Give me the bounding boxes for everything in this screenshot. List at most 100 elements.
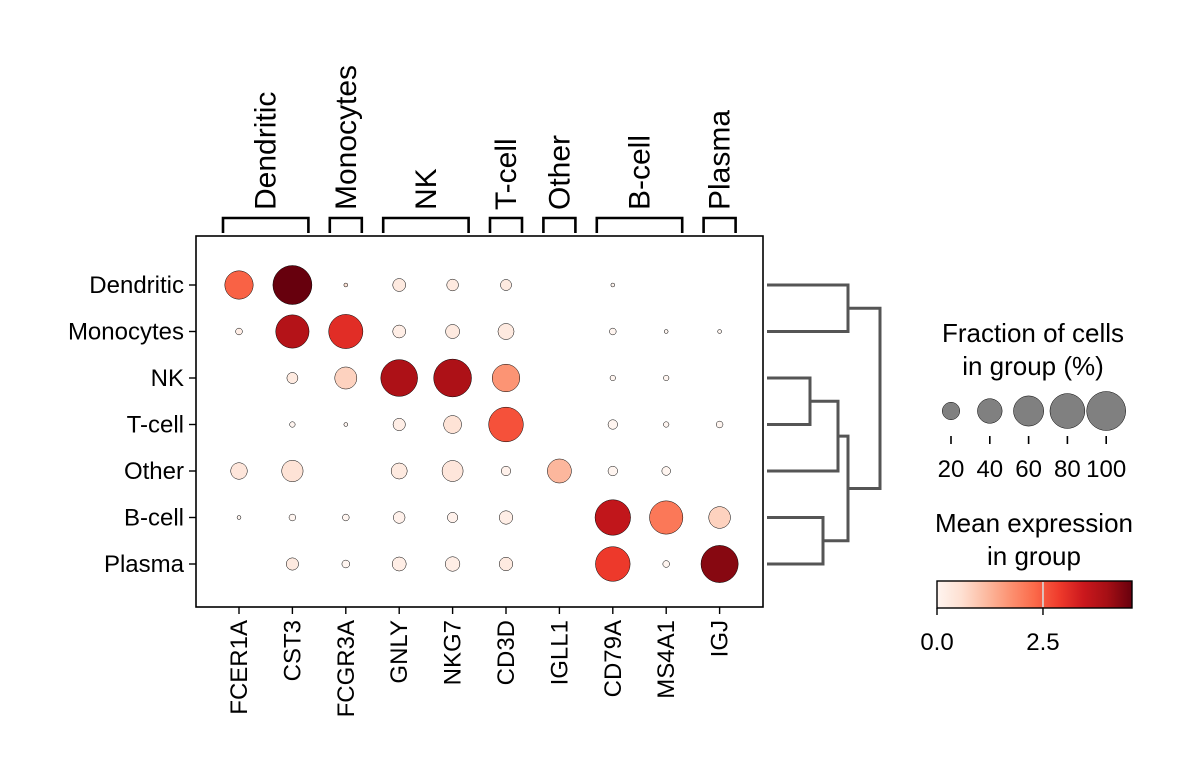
dot-Monocytes-MS4A1 bbox=[664, 329, 669, 334]
dot-Plasma-IGJ bbox=[700, 545, 739, 583]
dot-Other-CST3 bbox=[281, 460, 304, 482]
dot-B-cell-FCER1A bbox=[236, 515, 242, 520]
bracket bbox=[595, 216, 684, 233]
dot-B-cell-FCGR3A bbox=[342, 513, 350, 522]
dot-Plasma-GNLY bbox=[391, 556, 407, 572]
size-legend-title: Fraction of cells bbox=[942, 318, 1124, 348]
bracket bbox=[328, 216, 364, 233]
bracket bbox=[381, 216, 470, 233]
size-legend-title: in group (%) bbox=[962, 351, 1104, 381]
dot-Plasma-CD79A bbox=[595, 546, 631, 582]
dot-Other-FCER1A bbox=[230, 462, 248, 480]
dot-Plasma-CD3D bbox=[498, 556, 514, 572]
dot-Dendritic-FCGR3A bbox=[343, 282, 348, 288]
dot-T-cell-CST3 bbox=[289, 421, 296, 428]
dot-B-cell-NKG7 bbox=[447, 512, 459, 523]
dot-Dendritic-FCER1A bbox=[224, 270, 254, 300]
dot-T-cell-NKG7 bbox=[443, 415, 462, 434]
size-legend-dot bbox=[1013, 395, 1044, 427]
color-legend-title: Mean expression bbox=[935, 508, 1133, 538]
x-tick-label: FCER1A bbox=[226, 620, 253, 715]
dot-NK-CD3D bbox=[491, 363, 521, 393]
colorbar bbox=[936, 580, 1133, 609]
dot-Plasma-MS4A1 bbox=[662, 560, 670, 568]
x-tick-label: IGLL1 bbox=[546, 620, 573, 685]
size-legend-dot bbox=[942, 402, 960, 420]
x-tick-label: MS4A1 bbox=[653, 620, 680, 699]
bracket-label: Dendritic bbox=[250, 92, 283, 210]
dot-Monocytes-FCGR3A bbox=[328, 314, 364, 349]
x-tick-label: CD3D bbox=[493, 620, 520, 685]
color-legend-title: in group bbox=[987, 541, 1081, 571]
dot-NK-CST3 bbox=[286, 372, 299, 384]
y-tick-label: B-cell bbox=[124, 505, 184, 532]
dendrogram-link bbox=[767, 516, 825, 566]
dot-T-cell-GNLY bbox=[392, 418, 406, 431]
dot-Monocytes-IGJ bbox=[717, 329, 722, 334]
y-tick-label: Monocytes bbox=[68, 319, 184, 346]
bracket-label: Plasma bbox=[704, 110, 737, 210]
y-tick-label: Other bbox=[124, 458, 184, 485]
dot-B-cell-CST3 bbox=[288, 513, 297, 522]
dot-T-cell-MS4A1 bbox=[663, 421, 670, 428]
dot-B-cell-CD79A bbox=[594, 499, 631, 536]
dot-Other-IGLL1 bbox=[547, 458, 572, 484]
plot-frame bbox=[195, 235, 764, 608]
dot-Dendritic-GNLY bbox=[392, 278, 406, 292]
dot-T-cell-CD3D bbox=[488, 406, 524, 443]
dendrogram-link bbox=[823, 434, 850, 543]
dendrogram-link bbox=[767, 376, 812, 426]
dot-Monocytes-CD3D bbox=[497, 323, 515, 340]
dot-B-cell-MS4A1 bbox=[649, 500, 684, 535]
bracket bbox=[488, 216, 524, 233]
dot-Other-CD79A bbox=[607, 465, 618, 477]
x-tick-label: NKG7 bbox=[440, 620, 467, 685]
dot-Other-NKG7 bbox=[441, 460, 464, 482]
y-tick-label: T-cell bbox=[127, 412, 184, 439]
size-legend-label: 20 bbox=[938, 456, 965, 483]
bracket-label: NK bbox=[410, 168, 443, 210]
dot-Plasma-FCGR3A bbox=[341, 559, 350, 569]
dot-B-cell-CD3D bbox=[498, 510, 514, 525]
size-legend-dot bbox=[1086, 391, 1126, 431]
dot-Dendritic-CD79A bbox=[610, 282, 615, 288]
colorbar-tick-label: 2.5 bbox=[1026, 629, 1059, 656]
dot-Dendritic-CD3D bbox=[500, 279, 512, 291]
dot-Monocytes-GNLY bbox=[392, 324, 406, 339]
colorbar-tick-label: 0.0 bbox=[920, 629, 953, 656]
size-legend-label: 60 bbox=[1015, 456, 1042, 483]
x-tick-label: FCGR3A bbox=[333, 620, 360, 717]
group-dendrogram bbox=[767, 283, 882, 566]
size-legend-label: 80 bbox=[1054, 456, 1081, 483]
bracket-label: T-cell bbox=[490, 138, 523, 210]
dendrogram-link bbox=[767, 399, 840, 473]
dot-Monocytes-CD79A bbox=[609, 327, 617, 336]
dot-T-cell-CD79A bbox=[607, 419, 618, 430]
size-legend-label: 40 bbox=[976, 456, 1003, 483]
bracket-label: Monocytes bbox=[330, 65, 363, 210]
bracket bbox=[221, 216, 310, 233]
x-tick-label: IGJ bbox=[707, 620, 734, 657]
x-tick-label: CST3 bbox=[279, 620, 306, 681]
dot-NK-FCGR3A bbox=[334, 366, 358, 390]
dot-B-cell-IGJ bbox=[708, 506, 731, 529]
dot-Monocytes-NKG7 bbox=[445, 324, 460, 339]
y-tick-label: NK bbox=[151, 365, 184, 392]
dot-NK-NKG7 bbox=[433, 358, 472, 398]
dot-NK-MS4A1 bbox=[663, 374, 670, 382]
dot-NK-GNLY bbox=[380, 359, 418, 397]
dendrogram-link bbox=[767, 283, 850, 333]
size-legend-dot bbox=[977, 398, 1003, 424]
dot-T-cell-FCGR3A bbox=[343, 422, 348, 427]
y-tick-label: Dendritic bbox=[89, 272, 184, 299]
dot-plot-area: Dendritic Monocytes NK T-cell Other B-cell Pla… bbox=[68, 235, 764, 717]
dot-Other-CD3D bbox=[500, 465, 512, 477]
bracket bbox=[542, 216, 577, 233]
gene-group-brackets: Dendritic Monocytes NK T-cell Other B-cell Pla… bbox=[221, 65, 737, 233]
size-legend-label: 100 bbox=[1086, 456, 1126, 483]
bracket bbox=[702, 216, 737, 233]
dendrogram-link bbox=[848, 306, 882, 490]
